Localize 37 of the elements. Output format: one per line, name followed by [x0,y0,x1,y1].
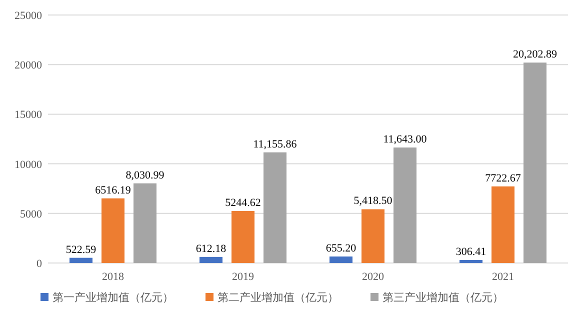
legend-label: 第三产业增加值（亿元） [382,291,504,304]
bar [460,260,482,263]
y-tick-label: 5000 [20,208,42,220]
data-label: 5,418.50 [354,195,393,208]
bar [70,258,92,263]
y-tick-label: 10000 [14,158,42,171]
y-tick-label: 20000 [14,60,42,72]
bar [524,62,546,263]
data-label: 8,030.99 [126,169,165,182]
bar [492,186,514,263]
bar [394,148,416,263]
data-label: 306.41 [456,246,486,258]
x-tick-label: 2018 [102,271,124,283]
data-label: 522.59 [66,244,97,256]
data-label: 612.18 [196,242,227,255]
data-label: 11,155.86 [253,138,298,150]
bar [362,209,384,263]
data-label: 7722.67 [485,172,522,184]
data-label: 6516.19 [95,184,132,196]
x-tick-label: 2020 [362,271,384,283]
x-tick-label: 2021 [492,271,514,283]
data-label: 5244.62 [225,196,261,209]
bar [134,183,156,263]
legend-label: 第二产业增加值（亿元） [218,291,338,304]
bar [200,256,222,263]
data-label: 655.20 [326,242,357,254]
data-label: 20,202.89 [513,48,558,61]
bar [330,256,352,263]
bar [264,152,286,263]
x-tick-label: 2019 [232,271,254,283]
y-tick-label: 0 [36,258,42,270]
y-tick-label: 25000 [14,10,42,22]
data-label: 11,643.00 [383,134,428,146]
y-tick-label: 15000 [14,109,42,122]
bar [102,198,124,263]
bar [232,210,254,263]
legend-label: 第一产业增加值（亿元） [52,291,174,304]
